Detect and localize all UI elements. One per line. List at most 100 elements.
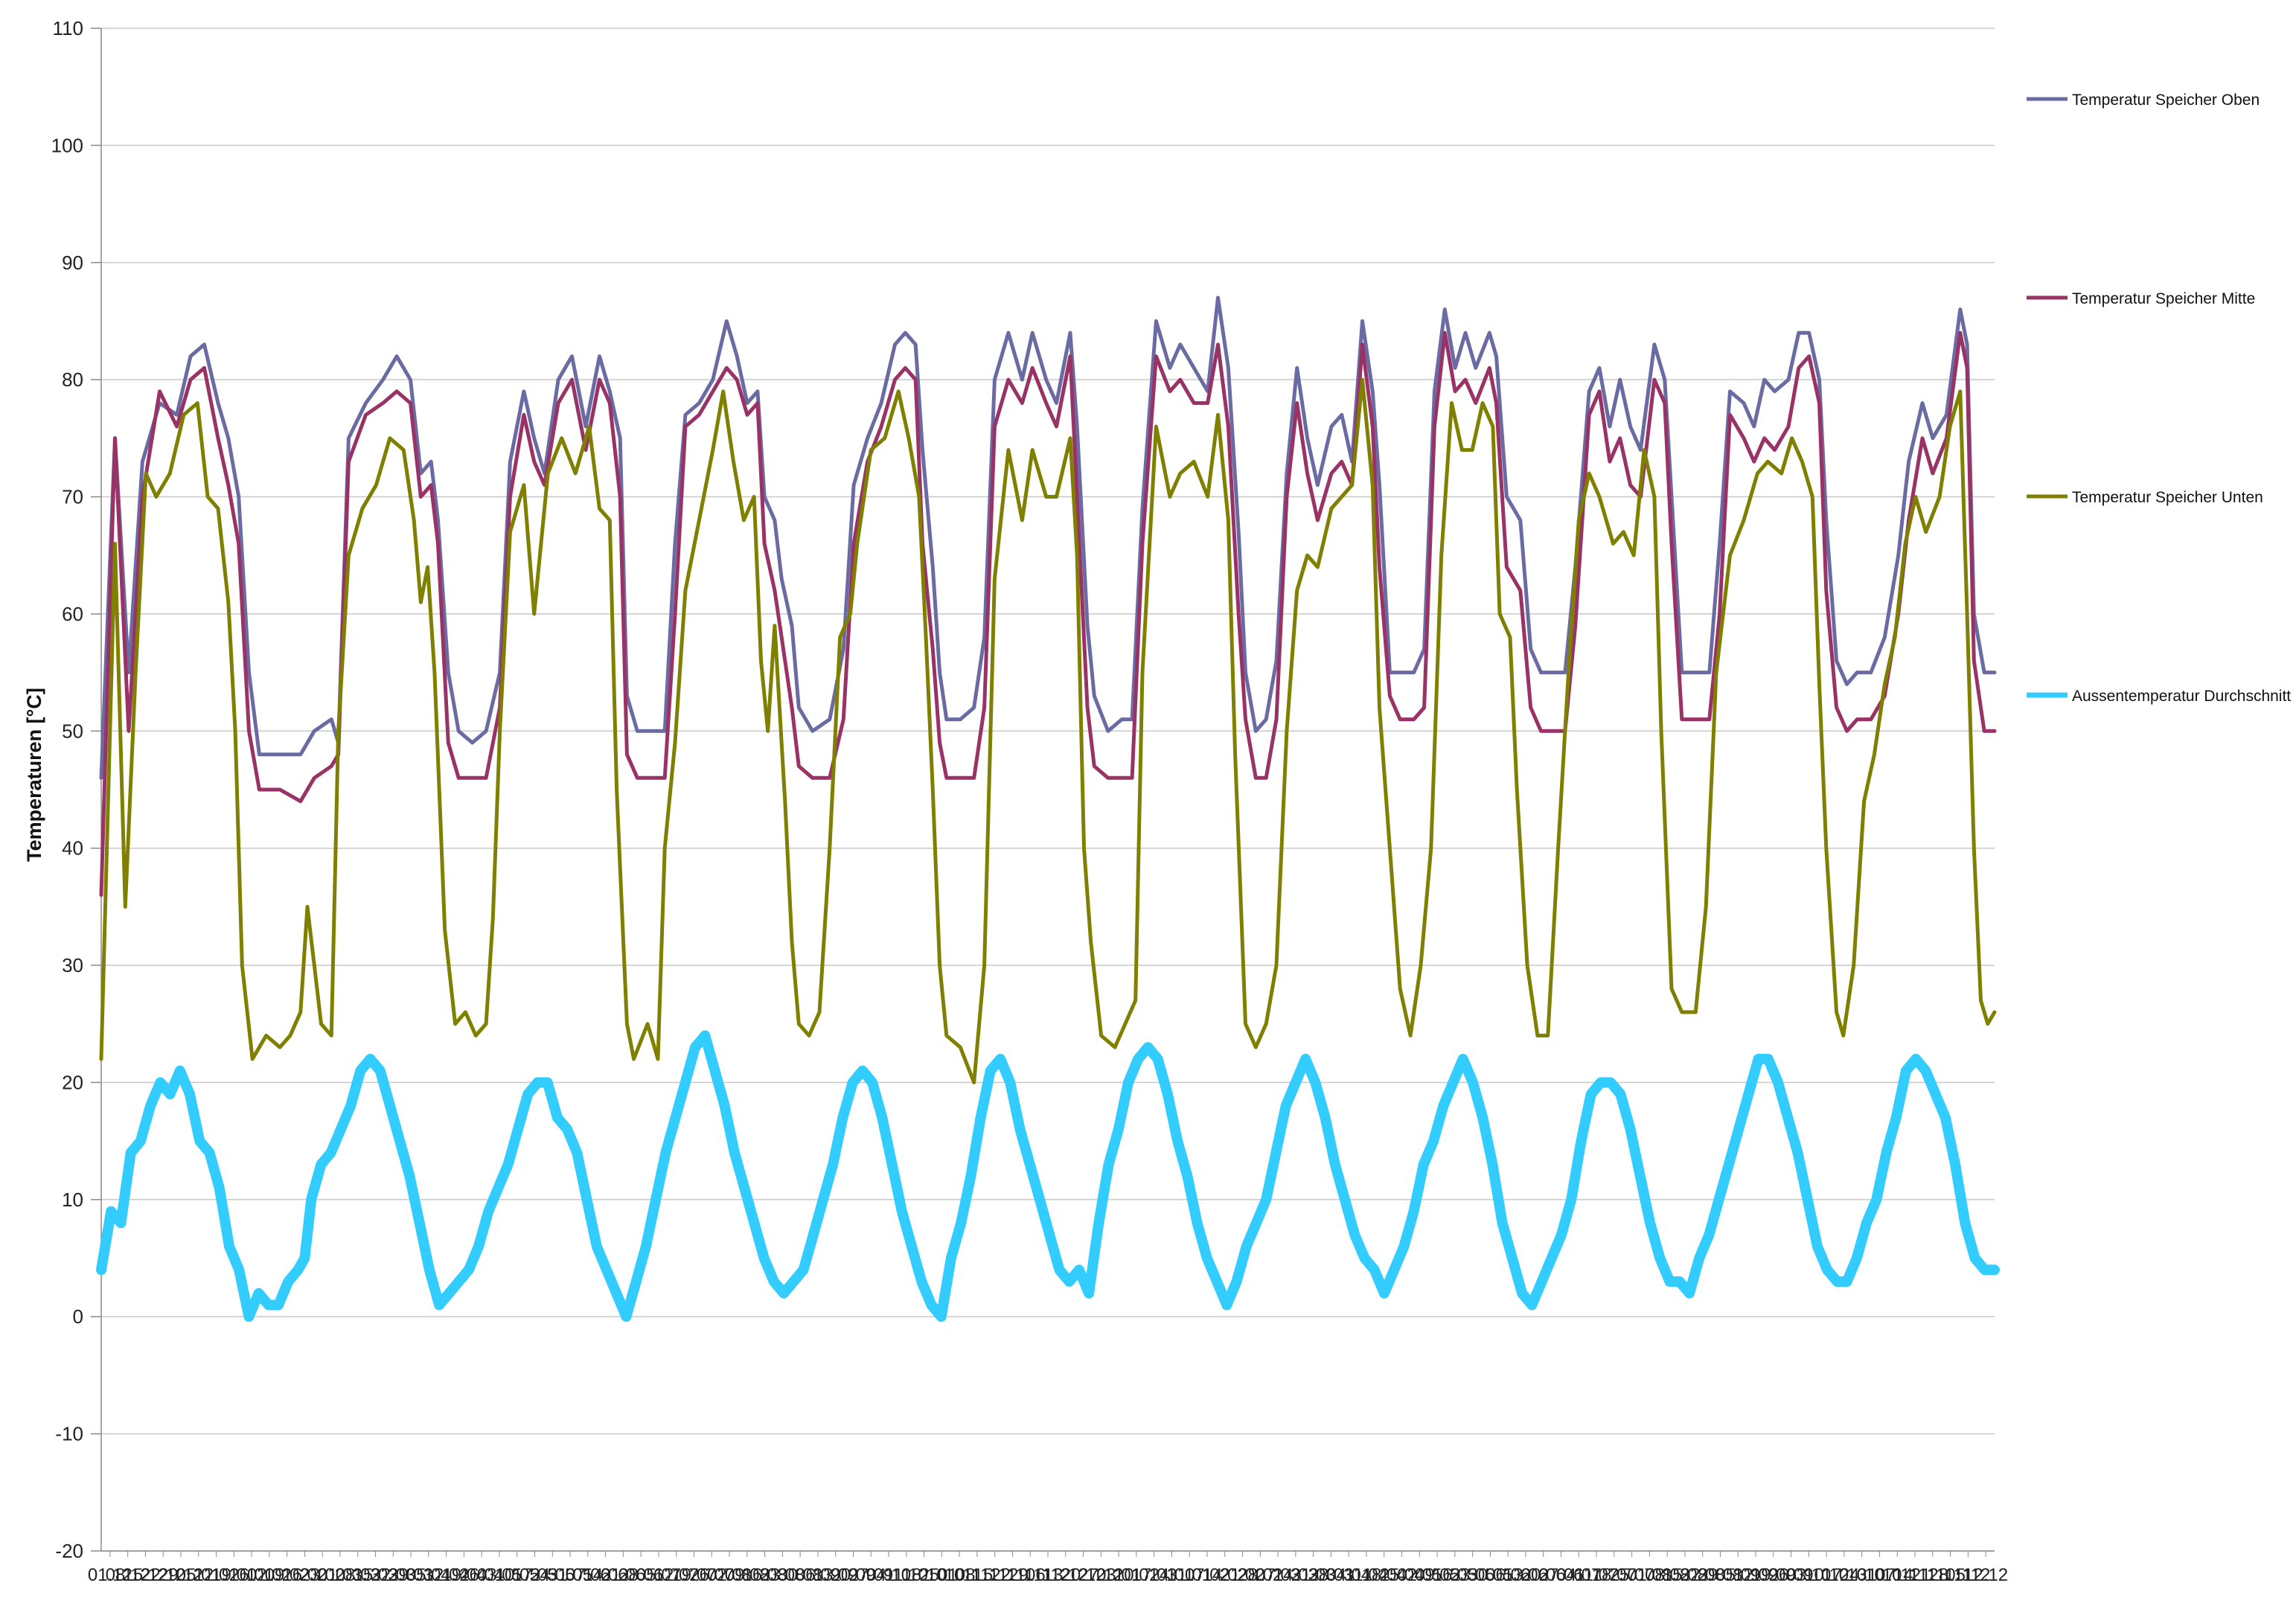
x-tick-label: 23.02 [300, 1565, 345, 1585]
x-tick-label: 31.10 [1857, 1565, 1902, 1585]
x-tick-label: 25.07 [1610, 1565, 1654, 1585]
y-tick-label: 0 [73, 1305, 83, 1328]
x-tick-label: 03.01 [1096, 1565, 1141, 1585]
x-tick-label: 09.05 [1415, 1565, 1459, 1585]
x-tick-label: 04.10 [866, 1565, 911, 1585]
x-tick-label: 05.07 [636, 1565, 681, 1585]
x-tick-label: 31.05 [548, 1565, 592, 1585]
legend-entry: Temperatur Speicher Oben [2072, 92, 2260, 109]
x-tick-label: 22.12 [141, 1565, 185, 1585]
x-tick-label: 05.04 [406, 1565, 451, 1585]
axes: -20-10010203040506070809010011001.1208.1… [51, 17, 2009, 1585]
x-tick-label: 15.12 [123, 1565, 167, 1585]
x-tick-label: 07.03 [1256, 1565, 1300, 1585]
x-tick-label: 27.06 [1538, 1565, 1583, 1585]
x-tick-label: 09.02 [265, 1565, 310, 1585]
x-tick-label: 25.04 [1379, 1565, 1424, 1585]
x-tick-label: 14.06 [583, 1565, 628, 1585]
y-tick-label: 30 [62, 954, 83, 976]
gridlines [101, 28, 1995, 1552]
x-tick-label: 12.09 [1733, 1565, 1778, 1585]
x-tick-label: 20.12 [1061, 1565, 1106, 1585]
x-tick-label: 12.12 [1963, 1565, 2008, 1585]
x-tick-label: 29.08 [1698, 1565, 1742, 1585]
x-tick-label: 24.10 [1840, 1565, 1884, 1585]
x-tick-label: 24.01 [1149, 1565, 1194, 1585]
x-tick-label: 22.11 [991, 1565, 1034, 1585]
x-tick-label: 25.10 [919, 1565, 964, 1585]
x-tick-label: 16.05 [1433, 1565, 1477, 1585]
x-tick-label: 03.05 [477, 1565, 522, 1585]
y-tick-label: 60 [62, 603, 83, 625]
x-tick-label: 21.11 [1911, 1565, 1954, 1585]
x-tick-label: 28.11 [1928, 1565, 1972, 1585]
x-tick-label: 24.05 [530, 1565, 575, 1585]
x-tick-label: 01.03 [318, 1565, 362, 1585]
x-tick-label: 08.11 [956, 1565, 999, 1585]
x-tick-label: 07.02 [1185, 1565, 1229, 1585]
x-tick-label: 15.11 [973, 1565, 1017, 1585]
x-tick-label: 02.05 [1397, 1565, 1442, 1585]
x-tick-label: 20.06 [1521, 1565, 1566, 1585]
x-tick-label: 05.12 [1945, 1565, 1990, 1585]
x-tick-label: 31.01 [1167, 1565, 1212, 1585]
x-tick-label: 14.11 [1893, 1565, 1937, 1585]
x-tick-label: 06.09 [796, 1565, 840, 1585]
x-tick-label: 14.03 [1273, 1565, 1318, 1585]
series-lines [96, 295, 2000, 1322]
x-tick-label: 21.06 [601, 1565, 645, 1585]
y-tick-label: 90 [62, 252, 83, 274]
x-tick-label: 19.07 [671, 1565, 716, 1585]
x-tick-label: 13.12 [1043, 1565, 1088, 1585]
x-tick-label: 01.08 [1627, 1565, 1672, 1585]
x-tick-label: 14.02 [1203, 1565, 1247, 1585]
y-tick-label: 50 [62, 720, 83, 742]
x-tick-label: 04.04 [1326, 1565, 1371, 1585]
x-tick-label: 05.01 [176, 1565, 221, 1585]
x-tick-label: 23.08 [760, 1565, 805, 1585]
y-tick-label: 100 [51, 134, 83, 156]
x-tick-label: 12.07 [654, 1565, 699, 1585]
y-tick-label: 70 [62, 486, 83, 508]
x-tick-label: 05.09 [1715, 1565, 1760, 1585]
x-tick-label: 18.10 [902, 1565, 947, 1585]
x-tick-label: 29.11 [1008, 1565, 1052, 1585]
x-tick-label: 10.01 [1114, 1565, 1159, 1585]
x-tick-label: 07.06 [566, 1565, 610, 1585]
x-tick-label: 13.09 [813, 1565, 858, 1585]
x-tick-label: 02.08 [707, 1565, 752, 1585]
x-tick-label: 07.11 [1876, 1565, 1919, 1585]
x-tick-label: 17.01 [1132, 1565, 1177, 1585]
x-tick-label: 15.08 [1663, 1565, 1707, 1585]
x-tick-label: 10.05 [495, 1565, 540, 1585]
x-tick-label: 16.02 [282, 1565, 327, 1585]
x-tick-label: 19.04 [441, 1565, 486, 1585]
x-tick-label: 22.08 [1681, 1565, 1725, 1585]
y-tick-label: 110 [53, 17, 83, 39]
x-tick-label: 03.10 [1786, 1565, 1831, 1585]
x-tick-label: 08.12 [106, 1565, 150, 1585]
x-tick-label: 29.12 [159, 1565, 203, 1585]
series-line-1 [99, 295, 1997, 780]
x-tick-label: 15.03 [353, 1565, 397, 1585]
x-tick-label: 18.04 [1362, 1565, 1407, 1585]
x-tick-label: 17.05 [512, 1565, 557, 1585]
x-tick-label: 28.06 [618, 1565, 663, 1585]
x-tick-label: 27.09 [848, 1565, 893, 1585]
x-tick-label: 11.07 [1575, 1565, 1618, 1585]
y-tick-label: 40 [62, 837, 83, 860]
y-tick-label: 20 [62, 1071, 83, 1093]
legend-entry: Temperatur Speicher Mitte [2072, 290, 2255, 307]
y-tick-label: 80 [62, 368, 83, 391]
x-tick-label: 28.02 [1238, 1565, 1282, 1585]
x-tick-label: 16.08 [743, 1565, 787, 1585]
x-tick-label: 12.01 [194, 1565, 239, 1585]
x-tick-label: 08.03 [336, 1565, 380, 1585]
x-tick-label: 13.06 [1503, 1565, 1548, 1585]
x-tick-label: 18.07 [1592, 1565, 1637, 1585]
x-tick-label: 12.04 [424, 1565, 469, 1585]
x-tick-label: 11.04 [1345, 1565, 1388, 1585]
x-tick-label: 17.10 [1822, 1565, 1867, 1585]
